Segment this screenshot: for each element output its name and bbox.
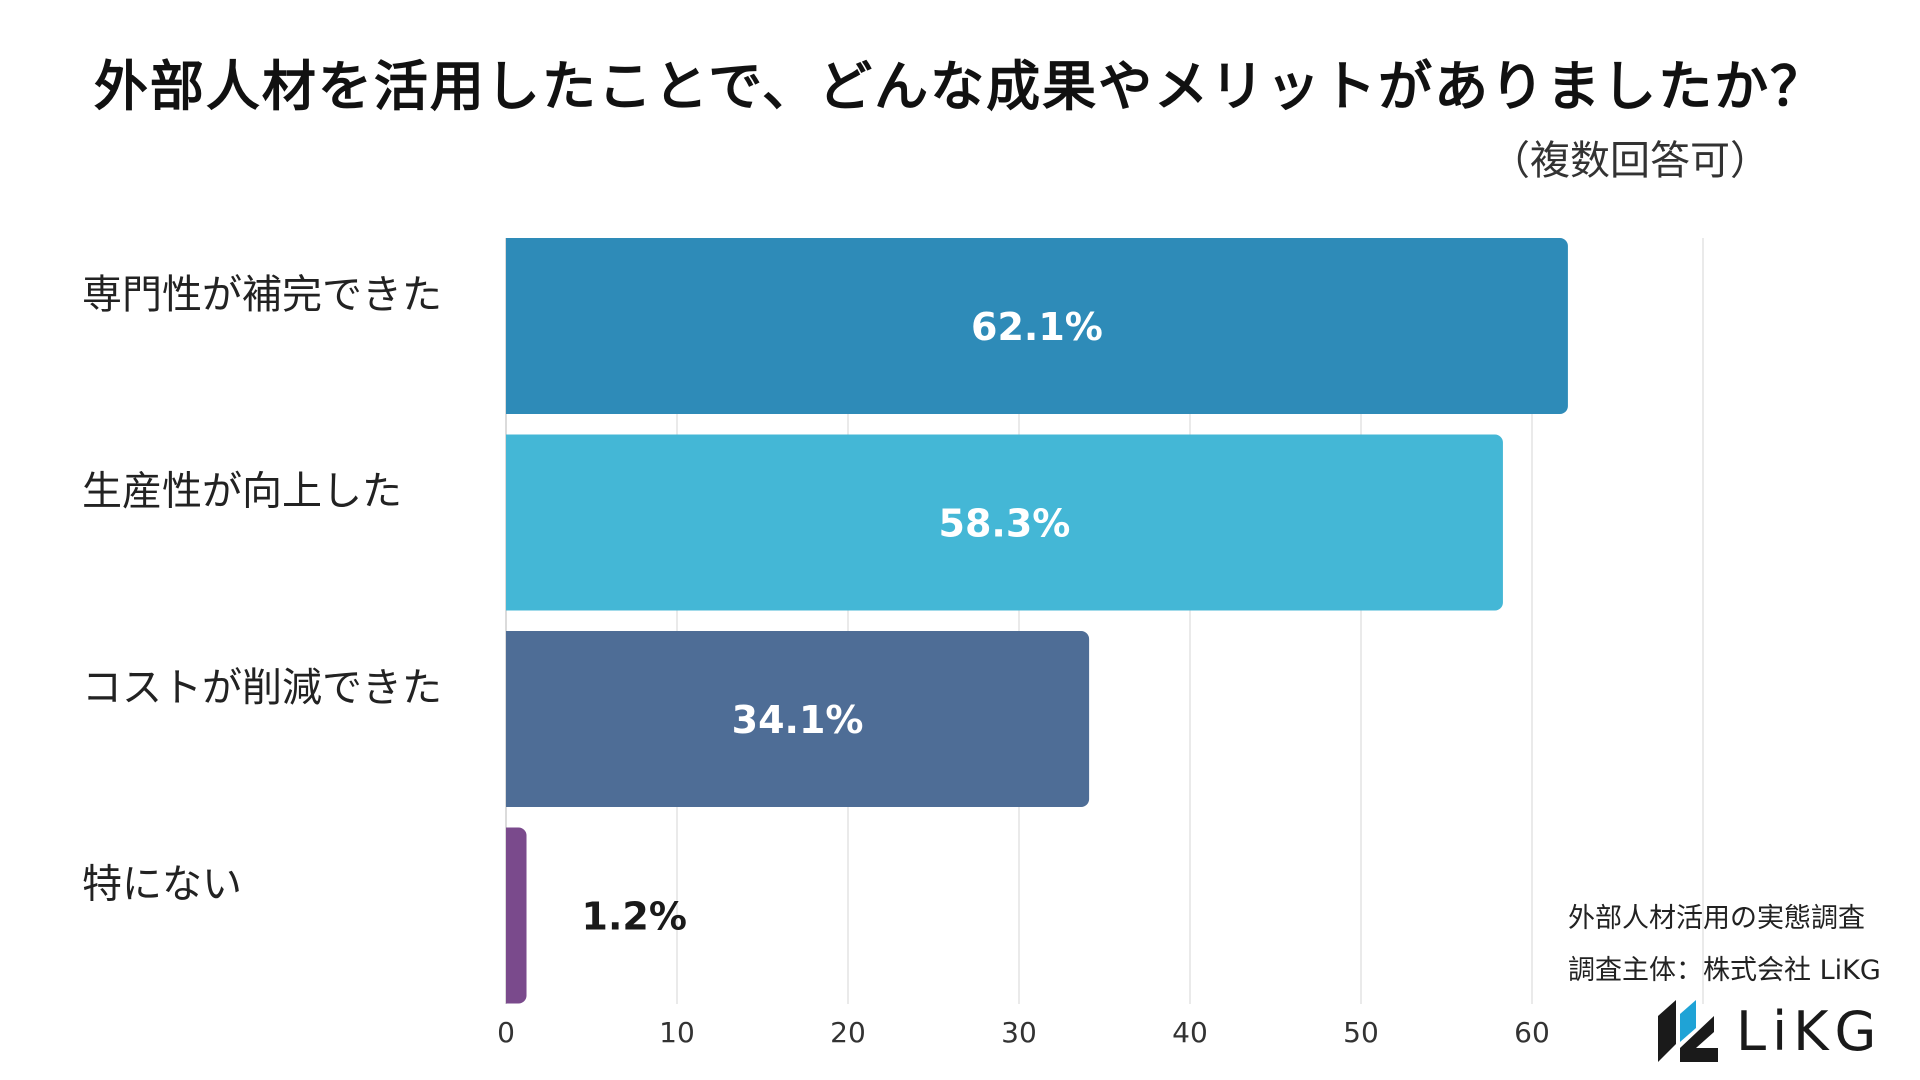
category-label-4: 特にない (82, 862, 242, 908)
bar-2-edge (506, 434, 516, 611)
bar-1 (506, 238, 1568, 414)
x-tick-label-30: 30 (1001, 1016, 1037, 1049)
data-label-4: 1.2% (582, 895, 687, 939)
x-tick-label-50: 50 (1343, 1016, 1379, 1049)
data-label-1: 62.1% (971, 305, 1103, 349)
x-tick-label-0: 0 (497, 1016, 515, 1049)
category-label-1: 専門性が補完できた (82, 272, 442, 318)
x-tick-label-10: 10 (659, 1016, 695, 1049)
source-organizer: 調査主体：株式会社 LiKG (1568, 955, 1881, 986)
data-label-3: 34.1% (732, 698, 864, 742)
x-tick-label-40: 40 (1172, 1016, 1208, 1049)
logo-wordmark: LiKG (1736, 1000, 1883, 1063)
bar-1-edge (506, 238, 516, 414)
source-survey-name: 外部人材活用の実態調査 (1568, 903, 1865, 934)
chart-subtitle: （複数回答可） (1490, 138, 1770, 184)
x-tick-label-60: 60 (1514, 1016, 1550, 1049)
x-tick-label-20: 20 (830, 1016, 866, 1049)
bar-2 (506, 434, 1503, 611)
bar-3-edge (506, 631, 516, 807)
bar-4-edge (506, 827, 516, 1004)
likg-logo-mark-icon (1658, 1000, 1718, 1062)
category-label-3: コストが削減できた (82, 665, 442, 711)
bar-3 (506, 631, 1090, 807)
company-logo: LiKG (1656, 998, 1906, 1064)
data-label-2: 58.3% (939, 502, 1071, 546)
category-label-2: 生産性が向上した (82, 469, 402, 515)
chart-title: 外部人材を活用したことで、どんな成果やメリットがありましたか？ (93, 55, 1827, 118)
